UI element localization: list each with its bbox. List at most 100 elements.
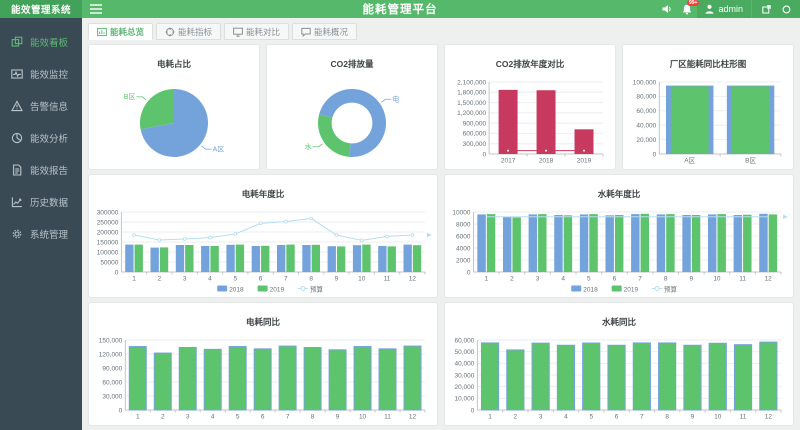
svg-text:6: 6 [261, 414, 265, 421]
svg-text:10: 10 [713, 276, 721, 283]
chart-title: CO2排放量 [330, 58, 374, 69]
svg-text:3: 3 [539, 414, 543, 421]
svg-text:3: 3 [183, 276, 187, 283]
co2-yearly-bar-chart[interactable]: 0 300,000 600,000 900,000 1,200,000 1,500,000… [445, 75, 615, 169]
svg-text:10: 10 [359, 414, 367, 421]
svg-text:1: 1 [136, 414, 140, 421]
svg-text:2019: 2019 [270, 287, 285, 294]
dashboard-icon [11, 36, 23, 47]
chart-title: 电耗同比 [245, 316, 280, 327]
sidebar-item-alerts[interactable]: 告警信息 [0, 90, 82, 122]
svg-text:1: 1 [488, 414, 492, 421]
sidebar-item-reports[interactable]: 能效报告 [0, 154, 82, 186]
analysis-icon [11, 132, 23, 144]
svg-text:30,000: 30,000 [455, 372, 475, 379]
svg-text:预算: 预算 [664, 285, 678, 294]
svg-text:30,000: 30,000 [102, 393, 122, 400]
svg-text:3: 3 [186, 414, 190, 421]
sidebar-item-system-settings[interactable]: 系统管理 [0, 218, 82, 250]
user-menu[interactable]: admin [697, 0, 751, 18]
sidebar-item-monitoring[interactable]: 能效监控 [0, 58, 82, 90]
svg-text:12: 12 [409, 414, 417, 421]
svg-text:2: 2 [161, 414, 165, 421]
svg-text:8: 8 [311, 414, 315, 421]
speaker-icon[interactable] [657, 0, 677, 18]
svg-text:150000: 150000 [97, 239, 119, 246]
sidebar-item-dashboard[interactable]: 能效看板 [0, 26, 82, 58]
svg-text:2018: 2018 [583, 287, 598, 294]
top-header: 能效管理系统 能耗管理平台 99+ admin [0, 0, 800, 18]
panel-electricity-share: 电耗占比 A区 B区 [88, 44, 260, 170]
chart-title: 电耗占比 [156, 58, 191, 69]
svg-text:2019: 2019 [577, 158, 592, 165]
svg-text:9: 9 [335, 276, 339, 283]
svg-text:8: 8 [664, 276, 668, 283]
svg-text:8: 8 [665, 414, 669, 421]
svg-text:5: 5 [233, 276, 237, 283]
tab-energy-overview[interactable]: 能耗总览 [88, 23, 154, 40]
svg-text:B区: B区 [745, 157, 756, 165]
svg-text:4000: 4000 [456, 245, 471, 252]
svg-text:2018: 2018 [539, 158, 554, 165]
svg-text:A区: A区 [684, 157, 695, 165]
tab-energy-profile[interactable]: 能耗概况 [292, 23, 358, 40]
overview-chart-icon [97, 27, 107, 36]
collapse-menu-icon[interactable] [88, 2, 104, 16]
svg-text:40,000: 40,000 [636, 123, 656, 130]
svg-text:6: 6 [613, 276, 617, 283]
tab-energy-comparison[interactable]: 能耗对比 [224, 23, 290, 40]
svg-text:4: 4 [211, 414, 215, 421]
sidebar-item-label: 能效报告 [30, 166, 69, 177]
svg-text:1: 1 [132, 276, 136, 283]
svg-text:12: 12 [409, 276, 417, 283]
svg-text:10,000: 10,000 [455, 396, 475, 403]
svg-text:90,000: 90,000 [102, 365, 122, 372]
fullscreen-icon[interactable] [756, 0, 776, 18]
tab-label: 能耗总览 [110, 26, 145, 37]
panel-co2-emissions: CO2排放量 电水 [266, 44, 438, 170]
settings-icon [12, 229, 22, 239]
svg-text:250000: 250000 [97, 219, 119, 226]
compare-monitor-icon [233, 27, 243, 37]
sidebar: 能效看板 能效监控 告警信息 能效分析 能效报告 历史数据 系统管理 [0, 18, 82, 430]
svg-text:6: 6 [259, 276, 263, 283]
svg-text:水: 水 [305, 142, 312, 151]
sidebar-item-label: 能效监控 [30, 70, 69, 81]
svg-text:0: 0 [653, 151, 657, 158]
svg-text:60,000: 60,000 [455, 337, 475, 344]
report-icon [13, 164, 22, 176]
user-icon [706, 4, 714, 14]
co2-emissions-donut-chart[interactable]: 电水 [267, 75, 437, 169]
svg-text:11: 11 [384, 276, 391, 283]
sidebar-item-label: 系统管理 [30, 230, 69, 241]
monitor-icon [11, 69, 23, 79]
svg-text:A区: A区 [213, 145, 225, 153]
refresh-icon[interactable] [776, 0, 796, 18]
svg-text:0: 0 [467, 269, 471, 276]
electricity-share-pie-chart[interactable]: A区 B区 [89, 75, 259, 169]
svg-text:20,000: 20,000 [636, 137, 656, 144]
sidebar-item-analysis[interactable]: 能效分析 [0, 122, 82, 154]
notification-badge: 99+ [687, 0, 700, 6]
sidebar-item-history[interactable]: 历史数据 [0, 186, 82, 218]
plant-energy-bar-chart[interactable]: 0 20,000 40,000 60,000 80,000 100,000 A区 B区 [623, 75, 793, 169]
panel-co2-yearly-comparison: CO2排放年度对比 0 300,000 600,000 900,000 1,200,00… [444, 44, 616, 170]
svg-text:5: 5 [236, 414, 240, 421]
svg-text:预算: 预算 [310, 285, 324, 294]
svg-text:150,000: 150,000 [99, 337, 123, 344]
svg-text:12: 12 [765, 414, 773, 421]
svg-text:50,000: 50,000 [455, 349, 475, 356]
svg-text:3: 3 [536, 276, 540, 283]
yearly-chart-row: 电耗年度比 0 50000 100000 150000 200000 250000 3000… [88, 174, 794, 298]
svg-text:2: 2 [510, 276, 514, 283]
svg-text:5: 5 [587, 276, 591, 283]
chart-title: 电耗年度比 [241, 188, 285, 199]
bell-icon[interactable]: 99+ [677, 0, 700, 18]
tab-energy-indicators[interactable]: 能耗指标 [156, 23, 222, 40]
svg-text:0: 0 [115, 269, 119, 276]
svg-text:300000: 300000 [97, 209, 119, 216]
